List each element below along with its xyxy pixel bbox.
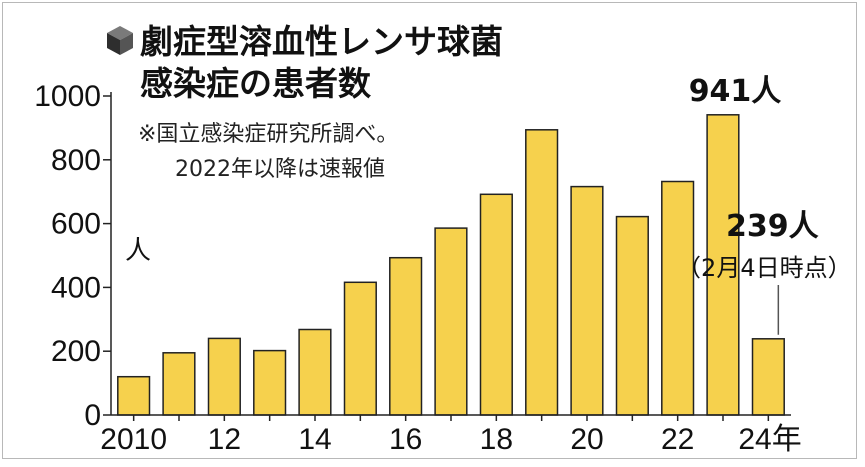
- bar-2012: [207, 337, 241, 416]
- x-tick-label: 20: [570, 423, 603, 456]
- bar-2017: [434, 227, 468, 416]
- chart-note-line-1: ※国立感染症研究所調べ。: [138, 122, 398, 147]
- chart-note-line-2: 2022年以降は速報値: [175, 157, 385, 182]
- bar-2022: [661, 180, 695, 416]
- bar-2021: [615, 215, 649, 416]
- chart-frame: 劇症型溶血性レンサ球菌 感染症の患者数 ※国立感染症研究所調べ。 2022年以降…: [2, 2, 857, 459]
- title-icon: [107, 26, 133, 55]
- chart-title-line-2: 感染症の患者数: [140, 64, 372, 103]
- x-axis: 2010 12 14 16 18 20 22 24年: [100, 414, 802, 456]
- bar-2010: [117, 375, 151, 416]
- data-sublabel-2024: （2月4日時点）: [677, 254, 852, 282]
- bar-2018: [479, 193, 513, 416]
- y-tick-label: 600: [51, 208, 101, 241]
- bar-2016: [389, 256, 423, 416]
- bar-chart: 劇症型溶血性レンサ球菌 感染症の患者数 ※国立感染症研究所調べ。 2022年以降…: [34, 22, 852, 456]
- bar-2019: [525, 129, 559, 416]
- bar-2013: [253, 349, 287, 416]
- x-tick-label: 14: [298, 423, 331, 456]
- bar-2024: [751, 338, 785, 416]
- y-tick-label: 400: [51, 271, 101, 304]
- y-tick-label: 1000: [34, 80, 101, 113]
- x-tick-label: 16: [389, 423, 422, 456]
- y-axis: 0 200 400 600 800 1000: [34, 80, 112, 432]
- bar-2015: [343, 281, 377, 416]
- y-axis-unit: 人: [125, 236, 151, 266]
- annotations: 941人 239人 （2月4日時点）: [677, 74, 852, 335]
- bar-2020: [570, 185, 604, 416]
- y-tick-label: 200: [51, 335, 101, 368]
- x-tick-label: 2010: [100, 423, 167, 456]
- bars: [117, 114, 785, 416]
- x-tick-label: 12: [208, 423, 241, 456]
- x-tick-label: 22: [661, 423, 694, 456]
- bar-2011: [162, 352, 196, 416]
- y-tick-label: 800: [51, 144, 101, 177]
- x-tick-label: 24年: [738, 423, 801, 456]
- y-tick-label: 0: [84, 399, 101, 432]
- bar-2014: [298, 328, 332, 416]
- data-label-2023: 941人: [689, 74, 782, 109]
- data-label-2024: 239人: [726, 209, 819, 244]
- x-tick-label: 18: [480, 423, 513, 456]
- chart-title-line-1: 劇症型溶血性レンサ球菌: [140, 22, 503, 61]
